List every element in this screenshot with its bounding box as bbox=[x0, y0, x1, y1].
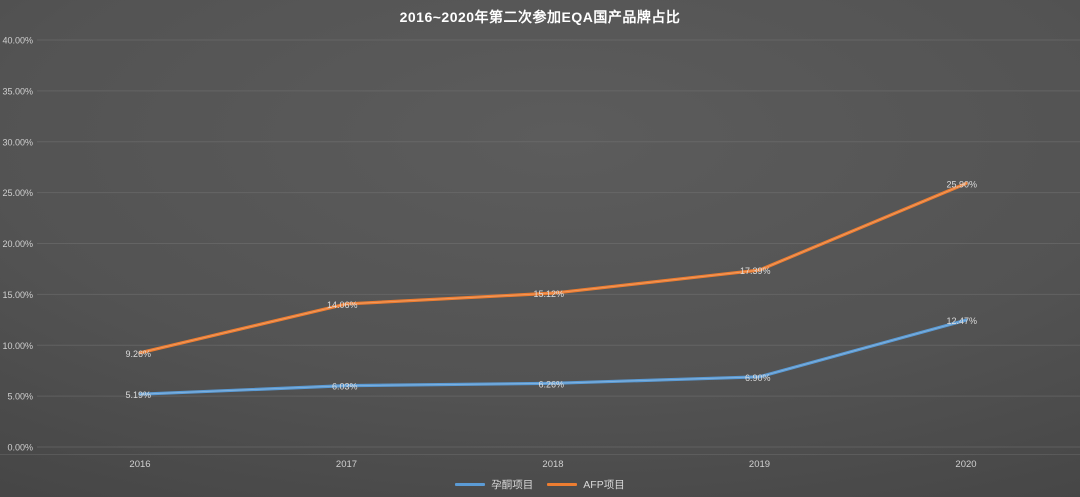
data-label: 6.90% bbox=[745, 373, 771, 383]
legend-label: AFP项目 bbox=[583, 479, 625, 491]
legend-label: 孕酮项目 bbox=[491, 479, 534, 491]
legend-line-swatch bbox=[455, 483, 486, 486]
legend-item-孕酮项目: 孕酮项目 bbox=[455, 477, 533, 492]
series-line-AFP项目 bbox=[138, 181, 968, 355]
y-axis-tick-label: 5.00% bbox=[7, 392, 33, 402]
legend-line-swatch bbox=[547, 483, 578, 486]
data-label: 9.26% bbox=[125, 349, 151, 359]
y-axis-tick-label: 35.00% bbox=[2, 86, 33, 96]
x-axis-tick-label: 2016 bbox=[129, 459, 150, 470]
x-axis-tick-label: 2020 bbox=[955, 459, 976, 470]
data-label: 25.90% bbox=[946, 179, 977, 189]
data-label: 14.06% bbox=[327, 300, 358, 310]
x-axis-tick-label: 2019 bbox=[749, 459, 770, 470]
legend-item-AFP项目: AFP项目 bbox=[547, 477, 625, 492]
data-label: 6.26% bbox=[538, 379, 564, 389]
y-axis-tick-label: 0.00% bbox=[7, 443, 33, 453]
series-line-highlight bbox=[139, 183, 967, 354]
data-label: 17.39% bbox=[740, 266, 771, 276]
chart-legend: 孕酮项目 AFP项目 bbox=[0, 477, 1080, 492]
y-axis-tick-label: 40.00% bbox=[2, 36, 33, 46]
x-axis-tick-label: 2018 bbox=[542, 459, 563, 470]
y-axis-tick-label: 25.00% bbox=[2, 188, 33, 198]
y-axis-tick-label: 20.00% bbox=[2, 239, 33, 249]
y-axis-tick-label: 10.00% bbox=[2, 341, 33, 351]
plot-bottom-divider bbox=[0, 454, 1080, 455]
data-label: 15.12% bbox=[533, 289, 564, 299]
series-line-孕酮项目 bbox=[138, 318, 968, 396]
y-axis-tick-label: 30.00% bbox=[2, 137, 33, 147]
data-label: 6.03% bbox=[332, 382, 358, 392]
x-axis-tick-label: 2017 bbox=[336, 459, 357, 470]
data-label: 5.19% bbox=[125, 390, 151, 400]
y-axis-tick-label: 15.00% bbox=[2, 290, 33, 300]
chart-title: 2016~2020年第二次参加EQA国产品牌占比 bbox=[399, 9, 681, 25]
data-label: 12.47% bbox=[946, 316, 977, 326]
series-line-highlight bbox=[139, 319, 967, 395]
